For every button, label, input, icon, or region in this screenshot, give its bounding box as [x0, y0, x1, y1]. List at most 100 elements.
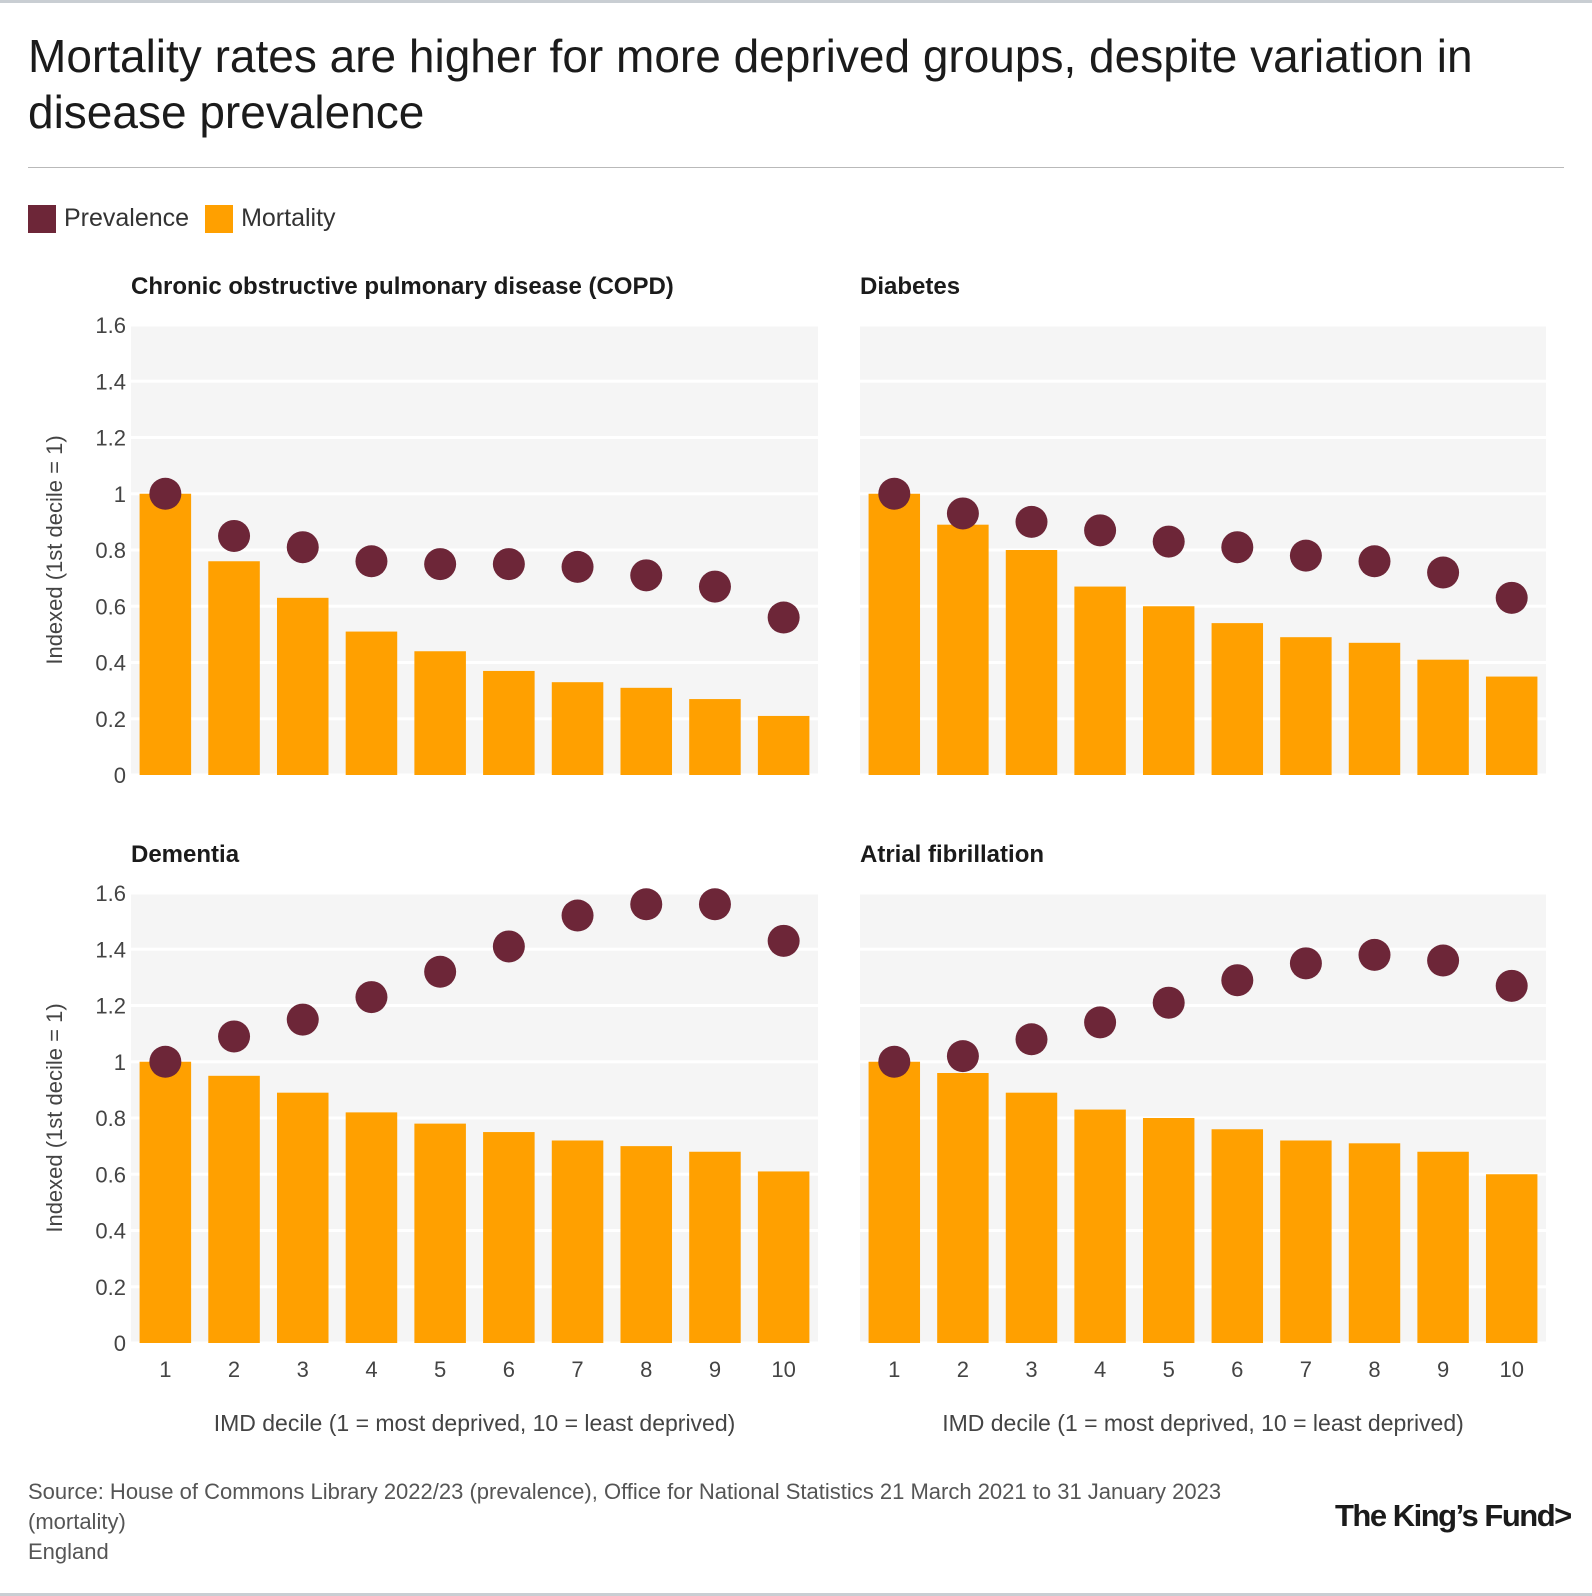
x-tick-label: 7 [571, 1357, 583, 1382]
prevalence-dot [1495, 969, 1528, 1002]
mortality-bar [1417, 1151, 1469, 1343]
y-tick-label: 0 [114, 763, 126, 788]
mortality-bar [689, 699, 741, 775]
prevalence-dot [1289, 947, 1322, 980]
prevalence-dot [492, 548, 525, 581]
mortality-bar [139, 493, 192, 775]
prevalence-dot [1221, 531, 1254, 564]
page-title: Mortality rates are higher for more depr… [28, 30, 1473, 138]
y-tick-label: 1.2 [95, 994, 126, 1019]
x-tick-label: 2 [228, 1357, 240, 1382]
mortality-bar [276, 597, 329, 775]
legend: Prevalence Mortality [28, 204, 352, 233]
x-tick-label: 1 [888, 1357, 900, 1382]
x-tick-label: 9 [709, 1357, 721, 1382]
x-axis-label: IMD decile (1 = most deprived, 10 = leas… [942, 1410, 1464, 1436]
mortality-bar [276, 1092, 329, 1343]
prevalence-dot [698, 888, 731, 921]
y-tick-label: 1 [114, 482, 126, 507]
y-tick-label: 0.8 [95, 538, 126, 563]
prevalence-dot [630, 559, 663, 592]
mortality-bar [551, 1140, 604, 1343]
mortality-bar [1348, 1143, 1401, 1343]
mortality-bar [1142, 1118, 1195, 1343]
legend-label-prevalence: Prevalence [64, 204, 190, 232]
y-tick-label: 0.8 [95, 1106, 126, 1131]
mortality-bar [937, 524, 989, 775]
mortality-bar [1348, 642, 1401, 775]
prevalence-dot [1152, 986, 1185, 1019]
small-multiples-chart: Chronic obstructive pulmonary disease (C… [42, 273, 1538, 1436]
mortality-bar [1005, 550, 1058, 775]
mortality-bar [868, 493, 921, 775]
legend-item-mortality: Mortality [205, 204, 336, 233]
y-axis-label: Indexed (1st decile = 1) [42, 1003, 67, 1232]
prevalence-dot [1015, 1023, 1048, 1056]
mortality-bar [208, 1075, 260, 1343]
prevalence-dot [218, 519, 251, 552]
mortality-bar [1485, 1174, 1538, 1343]
prevalence-dot [1427, 944, 1460, 977]
prevalence-dot [698, 570, 731, 603]
mortality-bar [1211, 623, 1264, 775]
source-line-3: England [28, 1539, 109, 1564]
mortality-bar [139, 1061, 192, 1343]
prevalence-dot [1152, 525, 1185, 558]
legend-label-mortality: Mortality [241, 204, 336, 232]
prevalence-dot [355, 545, 388, 578]
prevalence-dot [1427, 556, 1460, 589]
prevalence-dot [946, 497, 979, 530]
prevalence-dot [286, 531, 319, 564]
prevalence-dot [878, 477, 911, 510]
x-tick-label: 1 [159, 1357, 171, 1382]
mortality-bar [208, 561, 260, 775]
source-line-1: Source: House of Commons Library 2022/23… [28, 1479, 1222, 1504]
mortality-bar [1074, 1109, 1126, 1343]
mortality-bar [1005, 1092, 1058, 1343]
mortality-bar [483, 1132, 535, 1343]
y-tick-label: 1 [114, 1050, 126, 1075]
y-tick-label: 1.4 [95, 937, 126, 962]
mortality-bar [757, 1171, 810, 1343]
mortality-bar [345, 1112, 398, 1343]
panel-title: Chronic obstructive pulmonary disease (C… [131, 273, 674, 300]
x-tick-label: 4 [1094, 1357, 1106, 1382]
x-tick-label: 4 [365, 1357, 377, 1382]
y-tick-label: 1.6 [95, 313, 126, 338]
x-tick-label: 10 [1499, 1357, 1523, 1382]
x-tick-label: 10 [771, 1357, 795, 1382]
prevalence-dot [1358, 545, 1391, 578]
title-divider [28, 167, 1564, 168]
legend-swatch-mortality [205, 204, 234, 233]
y-tick-label: 0.2 [95, 1275, 126, 1300]
y-axis-label: Indexed (1st decile = 1) [42, 435, 67, 664]
legend-item-prevalence: Prevalence [28, 204, 189, 233]
panel-title: Diabetes [860, 273, 960, 300]
mortality-bar [551, 682, 604, 775]
y-tick-label: 1.4 [95, 369, 126, 394]
mortality-bar [620, 687, 673, 775]
mortality-bar [757, 715, 810, 775]
prevalence-dot [1495, 581, 1528, 614]
panel-title: Atrial fibrillation [860, 841, 1044, 868]
x-tick-label: 5 [1163, 1357, 1175, 1382]
y-tick-label: 0 [114, 1331, 126, 1356]
prevalence-dot [1289, 539, 1322, 572]
mortality-bar [1142, 606, 1195, 775]
source-note: Source: House of Commons Library 2022/23… [28, 1477, 1328, 1567]
prevalence-dot [149, 477, 182, 510]
prevalence-dot [561, 550, 594, 583]
kings-fund-logo: The King’s Fund> [1335, 1498, 1572, 1533]
prevalence-dot [149, 1045, 182, 1078]
y-tick-label: 0.6 [95, 1162, 126, 1187]
prevalence-dot [1221, 964, 1254, 997]
prevalence-dot [1084, 1006, 1117, 1039]
x-tick-label: 7 [1300, 1357, 1312, 1382]
x-tick-label: 2 [957, 1357, 969, 1382]
y-tick-label: 0.4 [95, 651, 126, 676]
prevalence-dot [1358, 938, 1391, 971]
x-tick-label: 6 [503, 1357, 515, 1382]
prevalence-dot [878, 1045, 911, 1078]
prevalence-dot [561, 899, 594, 932]
prevalence-dot [630, 888, 663, 921]
